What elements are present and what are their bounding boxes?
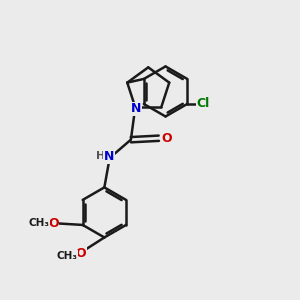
Text: N: N: [131, 102, 141, 115]
Text: CH₃: CH₃: [28, 218, 49, 228]
Text: O: O: [162, 132, 172, 145]
Text: O: O: [76, 247, 86, 260]
Text: CH₃: CH₃: [56, 251, 77, 261]
Text: Cl: Cl: [197, 98, 210, 110]
Text: H: H: [96, 152, 106, 161]
Text: N: N: [104, 150, 114, 163]
Text: O: O: [48, 217, 58, 230]
